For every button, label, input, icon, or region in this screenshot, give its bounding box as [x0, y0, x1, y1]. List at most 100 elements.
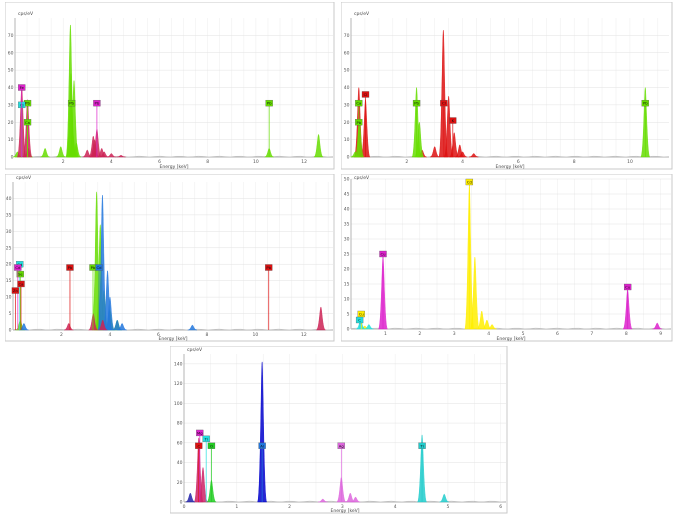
spectrum-peak: [364, 324, 374, 330]
spectrum-peak: [106, 153, 116, 158]
peak-label: Pb: [356, 120, 361, 125]
y-tick-label: 10: [344, 297, 350, 303]
background-noise: [350, 155, 670, 158]
peak-label: Pb: [91, 265, 96, 270]
peak-label: Cd: [467, 180, 473, 185]
peak-label-box: [207, 442, 216, 449]
y-tick-label: 100: [174, 401, 183, 407]
x-axis-label: Energy [keV]: [331, 508, 360, 514]
peak-label: Ag: [339, 443, 345, 448]
y-tick-label: 40: [6, 196, 12, 202]
spectrum-peak: [350, 496, 361, 503]
x-tick-label: 4: [461, 159, 464, 165]
y-tick-label: 60: [344, 50, 350, 56]
x-tick-label: 3: [453, 331, 456, 337]
x-tick-label: 4: [109, 332, 112, 338]
peak-label: Pb: [267, 101, 272, 106]
y-tick-label: 50: [344, 68, 350, 74]
peak-label: Cu: [359, 312, 365, 317]
spectrum-peak: [430, 146, 440, 158]
y-tick-label: 10: [6, 295, 12, 301]
y-tick-label: 80: [177, 421, 183, 427]
chart-panel: 2 4 6 8 10 12 0 5 10 15 20 25 30 35 40 cps/eV Energy [ke…: [4, 173, 335, 342]
peak-label-box: [361, 91, 370, 98]
x-tick-label: 2: [405, 159, 408, 165]
y-tick-label: 20: [344, 120, 350, 126]
spectrum-peak: [318, 498, 328, 503]
spectrum-peak: [652, 322, 662, 330]
spectrum-peak: [99, 151, 109, 158]
x-tick-label: 6: [556, 331, 559, 337]
chart-panel: 2 4 6 8 10 12 0 10 20 30 40 50 60 70 cps/eV Energy [keV…: [4, 1, 335, 170]
x-axis-label: Energy [keV]: [160, 164, 189, 170]
x-tick-label: 4: [487, 331, 490, 337]
peak-label: Ca: [356, 101, 361, 106]
peak-label-box: [465, 178, 474, 186]
y-tick-label: 35: [344, 222, 350, 228]
peak-label: K: [452, 118, 455, 123]
peak-label-box: [412, 99, 421, 107]
y-tick-label: 30: [344, 237, 350, 243]
peak-label: Cl: [364, 92, 368, 97]
spectrum-peak: [185, 492, 196, 503]
x-axis-label: Energy [keV]: [497, 336, 526, 342]
x-tick-label: 0: [183, 504, 186, 510]
y-tick-label: 10: [8, 137, 14, 143]
spectrum-peak: [98, 319, 108, 331]
x-tick-label: 8: [573, 159, 576, 165]
peak-label: Cd: [17, 262, 23, 267]
spectrum-peak: [487, 324, 497, 330]
spectrum-peak: [354, 118, 365, 158]
y-tick-label: 0: [11, 155, 14, 161]
chart-panel: 1 2 3 4 5 6 7 8 9 0 5 10 15 20 25 30 35 40 45 50 cps/eV Energ…: [340, 173, 673, 342]
peak-label-box: [337, 442, 345, 449]
y-tick-label: 0: [180, 500, 183, 506]
peak-label-box: [355, 316, 364, 324]
x-tick-label: 6: [158, 159, 161, 165]
x-tick-label: 10: [253, 159, 259, 165]
y-tick-label: 35: [6, 212, 12, 218]
y-tick-label: 40: [344, 207, 350, 213]
peak-label: Cl: [442, 101, 446, 106]
y-tick-label: 0: [9, 328, 12, 334]
y-tick-label: 0: [347, 327, 350, 333]
x-tick-label: 8: [206, 332, 209, 338]
x-tick-label: 10: [253, 332, 259, 338]
peak-label: Pb: [68, 265, 73, 270]
spectrum-peak: [439, 493, 449, 503]
panel-border: [169, 345, 508, 514]
peak-label: Pb: [69, 101, 74, 106]
x-tick-label: 2: [288, 504, 291, 510]
y-tick-label: 0: [347, 155, 350, 161]
y-tick-label: 50: [344, 177, 350, 183]
peak-label: Ti: [419, 443, 423, 448]
chart-panel: 2 4 6 8 10 0 10 20 30 40 50 60 70 cps/eV Energy [keV] C…: [340, 1, 673, 170]
peak-label-box: [355, 99, 363, 107]
x-tick-label: 4: [394, 504, 397, 510]
spectrum-peak: [470, 256, 480, 330]
y-tick-label: 30: [6, 229, 12, 235]
y-tick-label: 25: [6, 245, 12, 251]
peak-label-box: [23, 119, 32, 126]
x-tick-label: 2: [60, 332, 63, 338]
spectrum-peak: [187, 324, 198, 331]
peak-label: Zn: [13, 288, 19, 293]
peak-label: Al: [260, 443, 264, 448]
peak-label-box: [14, 264, 22, 271]
panel-border: [340, 173, 673, 342]
peak-label: Ca: [19, 282, 24, 287]
y-axis-label: cps/eV: [18, 11, 34, 17]
peak-label-box: [265, 264, 273, 271]
peak-label: Pb: [643, 101, 648, 106]
peak-label: Ca: [25, 120, 30, 125]
x-tick-label: 12: [301, 332, 307, 338]
chart-panel: 0 1 2 3 4 5 6 0 20 40 60 80 100 120 140 cps/eV Energy [k…: [169, 345, 508, 514]
peak-label-box: [265, 99, 273, 107]
y-tick-label: 10: [344, 137, 350, 143]
peak-label-box: [16, 270, 24, 278]
panel-border: [4, 173, 335, 342]
x-tick-label: 5: [446, 504, 449, 510]
y-tick-label: 40: [8, 85, 14, 91]
x-axis-label: Energy [keV]: [159, 336, 188, 342]
y-tick-label: 25: [344, 252, 350, 258]
